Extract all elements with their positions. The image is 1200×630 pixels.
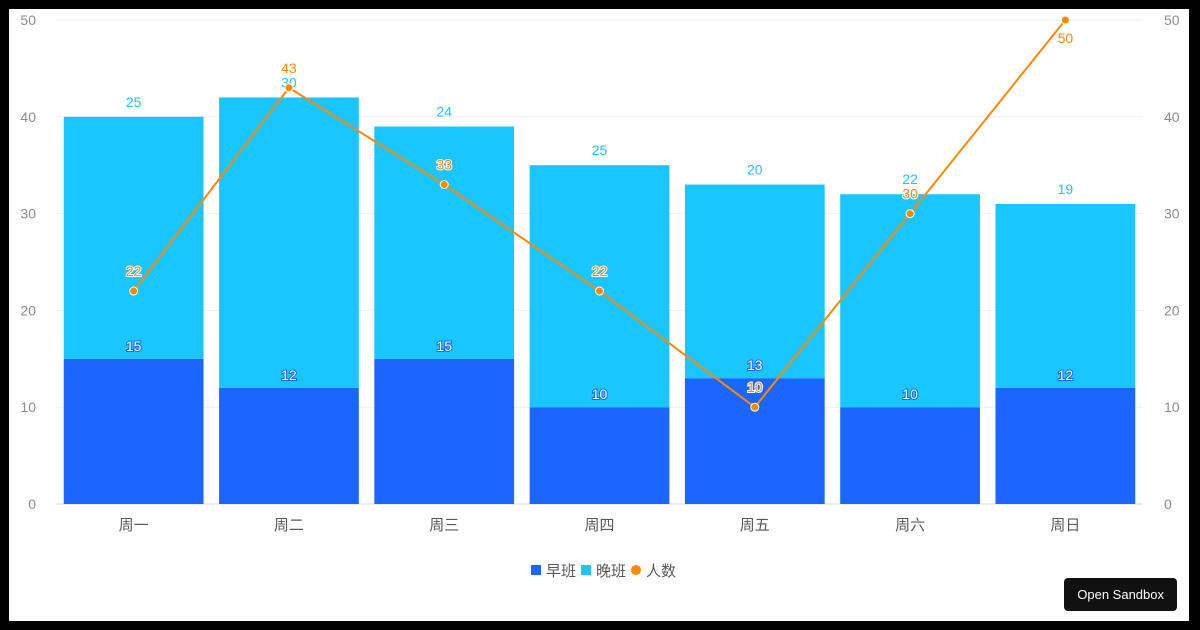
- y2-tick-label: 40: [1164, 109, 1180, 125]
- legend-marker: [581, 565, 591, 575]
- bar-segment: [63, 358, 204, 504]
- x-tick-label: 周日: [1050, 516, 1080, 534]
- data-label: 22: [902, 171, 918, 187]
- data-label: 25: [126, 94, 142, 110]
- y2-tick-label: 30: [1164, 206, 1180, 222]
- data-label: 10: [592, 386, 608, 402]
- data-label: 50: [1058, 30, 1074, 46]
- bar-segment: [63, 116, 204, 359]
- legend-marker: [531, 565, 541, 575]
- data-label: 22: [592, 263, 608, 279]
- x-tick-label: 周一: [119, 516, 149, 534]
- data-label: 30: [902, 186, 918, 202]
- legend-label: 晚班: [596, 562, 626, 580]
- bar-segment: [995, 203, 1136, 388]
- bar-segment: [219, 97, 359, 388]
- y2-tick-label: 10: [1164, 399, 1180, 415]
- data-label: 10: [902, 386, 918, 402]
- line-point: [905, 209, 915, 219]
- y-tick-label: 50: [20, 12, 36, 28]
- data-label: 12: [281, 367, 297, 383]
- bar-segment: [684, 184, 825, 379]
- data-label: 10: [747, 379, 763, 395]
- open-sandbox-button[interactable]: Open Sandbox: [1064, 578, 1177, 611]
- bar-segment: [529, 407, 670, 504]
- y-tick-label: 10: [20, 399, 36, 415]
- y2-tick-label: 0: [1164, 496, 1172, 512]
- data-label: 15: [436, 338, 452, 354]
- combo-chart: 0 10 20 30 40 50 0 10 20 30 40 50 周一 周二 周三 周四 周五 周六 周日 15 25…: [20, 12, 1180, 580]
- bar-segment: [374, 358, 515, 504]
- y-tick-label: 30: [20, 206, 36, 222]
- data-label: 25: [592, 142, 608, 158]
- data-label: 19: [1058, 181, 1074, 197]
- x-tick-label: 周三: [429, 516, 459, 534]
- data-label: 20: [747, 162, 763, 178]
- y2-tick-label: 50: [1164, 12, 1180, 28]
- legend-label: 人数: [646, 562, 676, 580]
- y2-tick-label: 20: [1164, 302, 1180, 318]
- data-label: 43: [281, 60, 297, 76]
- legend-marker: [631, 565, 641, 575]
- x-tick-label: 周四: [584, 516, 614, 534]
- y-tick-label: 40: [20, 109, 36, 125]
- x-tick-label: 周六: [895, 516, 925, 534]
- chart-frame: 0 10 20 30 40 50 0 10 20 30 40 50 周一 周二 周三 周四 周五 周六 周日 15 25…: [9, 9, 1189, 621]
- data-label: 12: [1058, 367, 1074, 383]
- data-label: 13: [747, 357, 763, 373]
- y-tick-label: 0: [28, 496, 36, 512]
- data-label: 15: [126, 338, 142, 354]
- legend-label: 早班: [546, 562, 576, 580]
- data-label: 22: [126, 263, 142, 279]
- bar-segment: [995, 387, 1136, 504]
- bar-segment: [219, 387, 359, 504]
- data-label: 24: [436, 103, 452, 119]
- line-point: [129, 286, 139, 296]
- data-label: 33: [436, 157, 452, 173]
- line-point: [284, 83, 294, 93]
- bar-segment: [840, 194, 980, 408]
- bar-segment: [684, 378, 825, 504]
- bar-segment: [374, 126, 515, 359]
- bar-segment: [840, 407, 980, 504]
- x-tick-label: 周二: [274, 516, 304, 534]
- line-point: [750, 402, 760, 412]
- x-tick-label: 周五: [740, 516, 770, 534]
- y-tick-label: 20: [20, 302, 36, 318]
- line-point: [439, 180, 449, 190]
- bar-segment: [529, 165, 670, 408]
- line-point: [1060, 15, 1070, 25]
- line-point: [595, 286, 604, 296]
